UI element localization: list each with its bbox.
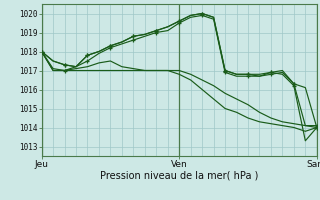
X-axis label: Pression niveau de la mer( hPa ): Pression niveau de la mer( hPa ) (100, 171, 258, 181)
